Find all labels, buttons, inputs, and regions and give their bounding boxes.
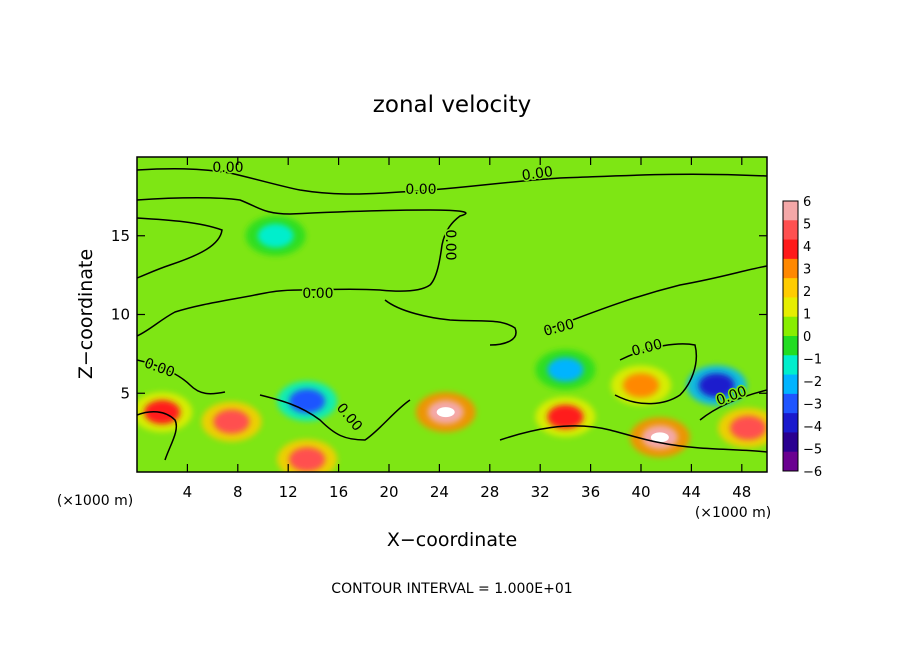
colorbar-swatch xyxy=(783,413,798,433)
colorbar-tick-label: 2 xyxy=(803,285,811,300)
contour-line xyxy=(137,217,223,279)
zero-contours xyxy=(137,168,767,461)
colorbar-swatch xyxy=(783,374,798,395)
field-feature xyxy=(698,373,735,398)
colorbar-tick-label: −5 xyxy=(803,443,822,458)
field-feature xyxy=(623,373,659,398)
field-feature xyxy=(257,223,294,248)
contour-label: 0.00 xyxy=(521,164,554,184)
x-tick-label: 48 xyxy=(732,483,751,501)
contour-line xyxy=(259,394,411,441)
x-tick-label: 36 xyxy=(581,483,600,501)
field-feature xyxy=(730,415,767,440)
field-feature xyxy=(289,447,326,472)
colorbar-frame xyxy=(782,200,799,472)
contour-interval-footer: CONTOUR INTERVAL = 1.000E+01 xyxy=(331,581,572,597)
y-tick-label: 15 xyxy=(111,227,130,245)
contour-label: 0.00 xyxy=(212,160,243,176)
contour-line xyxy=(137,359,226,395)
x-unit-right: (×1000 m) xyxy=(695,505,771,521)
chart-title: zonal velocity xyxy=(373,92,531,118)
colorbar-tick-label: −2 xyxy=(803,375,822,390)
x-tick-label: 32 xyxy=(531,483,550,501)
contour-line xyxy=(544,265,767,331)
colorbar-tick-label: 4 xyxy=(803,240,811,255)
colorbar-swatch xyxy=(783,355,798,376)
contour-line xyxy=(137,197,467,337)
x-tick-label: 28 xyxy=(480,483,499,501)
colorbar-swatch xyxy=(783,239,798,260)
colorbar-tick-label: 0 xyxy=(803,330,811,345)
x-tick-label: 24 xyxy=(430,483,449,501)
colorbar-swatch xyxy=(783,258,798,279)
x-axis-label: X−coordinate xyxy=(387,529,517,551)
colorbar-swatch xyxy=(783,201,798,221)
field-feature xyxy=(547,357,584,382)
colorbar-tick-label: 1 xyxy=(803,308,811,323)
field-feature xyxy=(213,409,250,434)
x-tick-label: 40 xyxy=(631,483,650,501)
colorbar-swatch xyxy=(783,451,798,472)
colorbar-swatch xyxy=(783,220,798,241)
colorbar-tick-label: −3 xyxy=(803,398,822,413)
colorbar-tick-label: 5 xyxy=(803,218,811,233)
y-axis-label: Z−coordinate xyxy=(75,249,97,379)
colorbar-tick-label: −1 xyxy=(803,353,822,368)
contour-label: 0.00 xyxy=(405,182,436,198)
y-tick-label: 10 xyxy=(111,306,130,324)
colorbar-swatch xyxy=(783,393,798,414)
x-tick-label: 12 xyxy=(279,483,298,501)
colorbar: 6 5 4 3 2 1 0 −1 −2 −3 −4 −5 −6 xyxy=(782,195,822,480)
colorbar-swatch xyxy=(783,432,798,453)
contour-line xyxy=(137,168,767,195)
colorbar-tick-label: −4 xyxy=(803,420,822,435)
colorbar-swatch xyxy=(783,336,798,356)
x-tick-label: 4 xyxy=(183,483,193,501)
y-axis-ticks: 5 10 15 xyxy=(111,227,767,402)
field-feature xyxy=(289,389,326,414)
contour-label: 0.00 xyxy=(442,229,458,260)
colorbar-tick-label: 3 xyxy=(803,263,811,278)
y-tick-label: 5 xyxy=(120,384,130,402)
x-unit-left: (×1000 m) xyxy=(57,493,133,509)
contour-label: 0.00 xyxy=(302,286,333,302)
contour-line xyxy=(137,410,177,461)
field-feature-peak xyxy=(436,407,455,418)
contour-line xyxy=(614,343,697,405)
colorbar-tick-label: −6 xyxy=(803,465,822,480)
contour-line xyxy=(384,299,517,346)
x-tick-label: 20 xyxy=(379,483,398,501)
contour-line xyxy=(499,425,767,453)
colorbar-swatch xyxy=(783,316,798,337)
contour-line xyxy=(699,389,767,421)
colorbar-swatch xyxy=(783,297,798,318)
colorbar-swatch xyxy=(783,278,798,298)
x-tick-label: 44 xyxy=(682,483,701,501)
colorbar-tick-label: 6 xyxy=(803,195,811,210)
field-feature-peak xyxy=(650,432,669,443)
x-tick-label: 8 xyxy=(233,483,243,501)
x-tick-label: 16 xyxy=(329,483,348,501)
plot-area: 0.000.000.000.000.000.000.000.000.000.00 xyxy=(137,157,767,472)
x-axis-ticks: 4 8 12 16 20 24 28 32 36 40 44 48 xyxy=(183,157,751,501)
field-feature xyxy=(547,404,584,429)
